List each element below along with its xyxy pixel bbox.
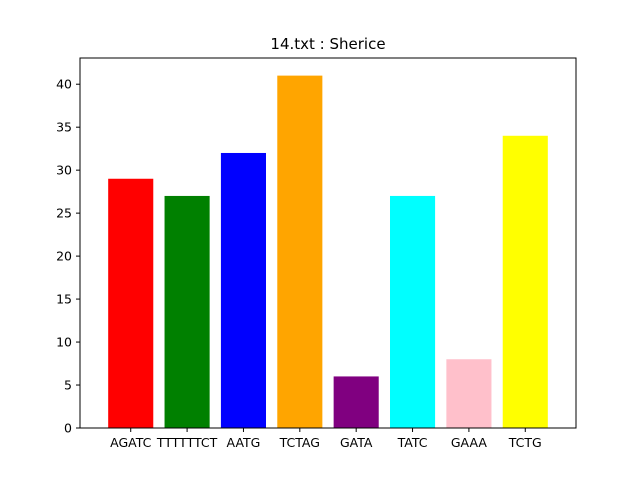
bar-ttttttct [164,195,210,428]
chart-title: 14.txt : Sherice [270,35,385,53]
plot-frame [79,57,577,429]
y-tick-label: 20 [56,249,72,264]
bar-agatc [108,178,154,428]
x-tick-label: AGATC [110,435,152,450]
bar-tctag [277,75,323,428]
x-tick-label: GAAA [451,435,487,450]
x-tick-label: TATC [397,435,428,450]
y-axis: 0 5 10 15 20 25 30 35 40 [56,77,80,436]
x-tick-label: TCTAG [279,435,320,450]
y-tick-label: 0 [64,421,72,436]
y-tick-label: 40 [56,77,72,92]
x-tick-label: GATA [340,435,373,450]
y-tick-label: 25 [56,206,72,221]
bar-gata [333,376,379,428]
bar-tctg [502,135,548,428]
y-tick-label: 5 [64,378,72,393]
y-tick-label: 10 [56,335,72,350]
y-tick-label: 35 [56,120,72,135]
bars-group [108,75,548,429]
bar-gaaa [446,359,492,428]
x-tick-label: TTTTTTCT [156,435,218,450]
x-tick-label: AATG [227,435,261,450]
x-tick-label: TCTG [508,435,542,450]
y-tick-label: 30 [56,163,72,178]
x-axis: AGATC TTTTTTCT AATG TCTAG GATA TATC GAAA TCTG [110,428,542,450]
bar-aatg [220,152,266,429]
y-tick-label: 15 [56,292,72,307]
bar-tatc [390,195,436,428]
